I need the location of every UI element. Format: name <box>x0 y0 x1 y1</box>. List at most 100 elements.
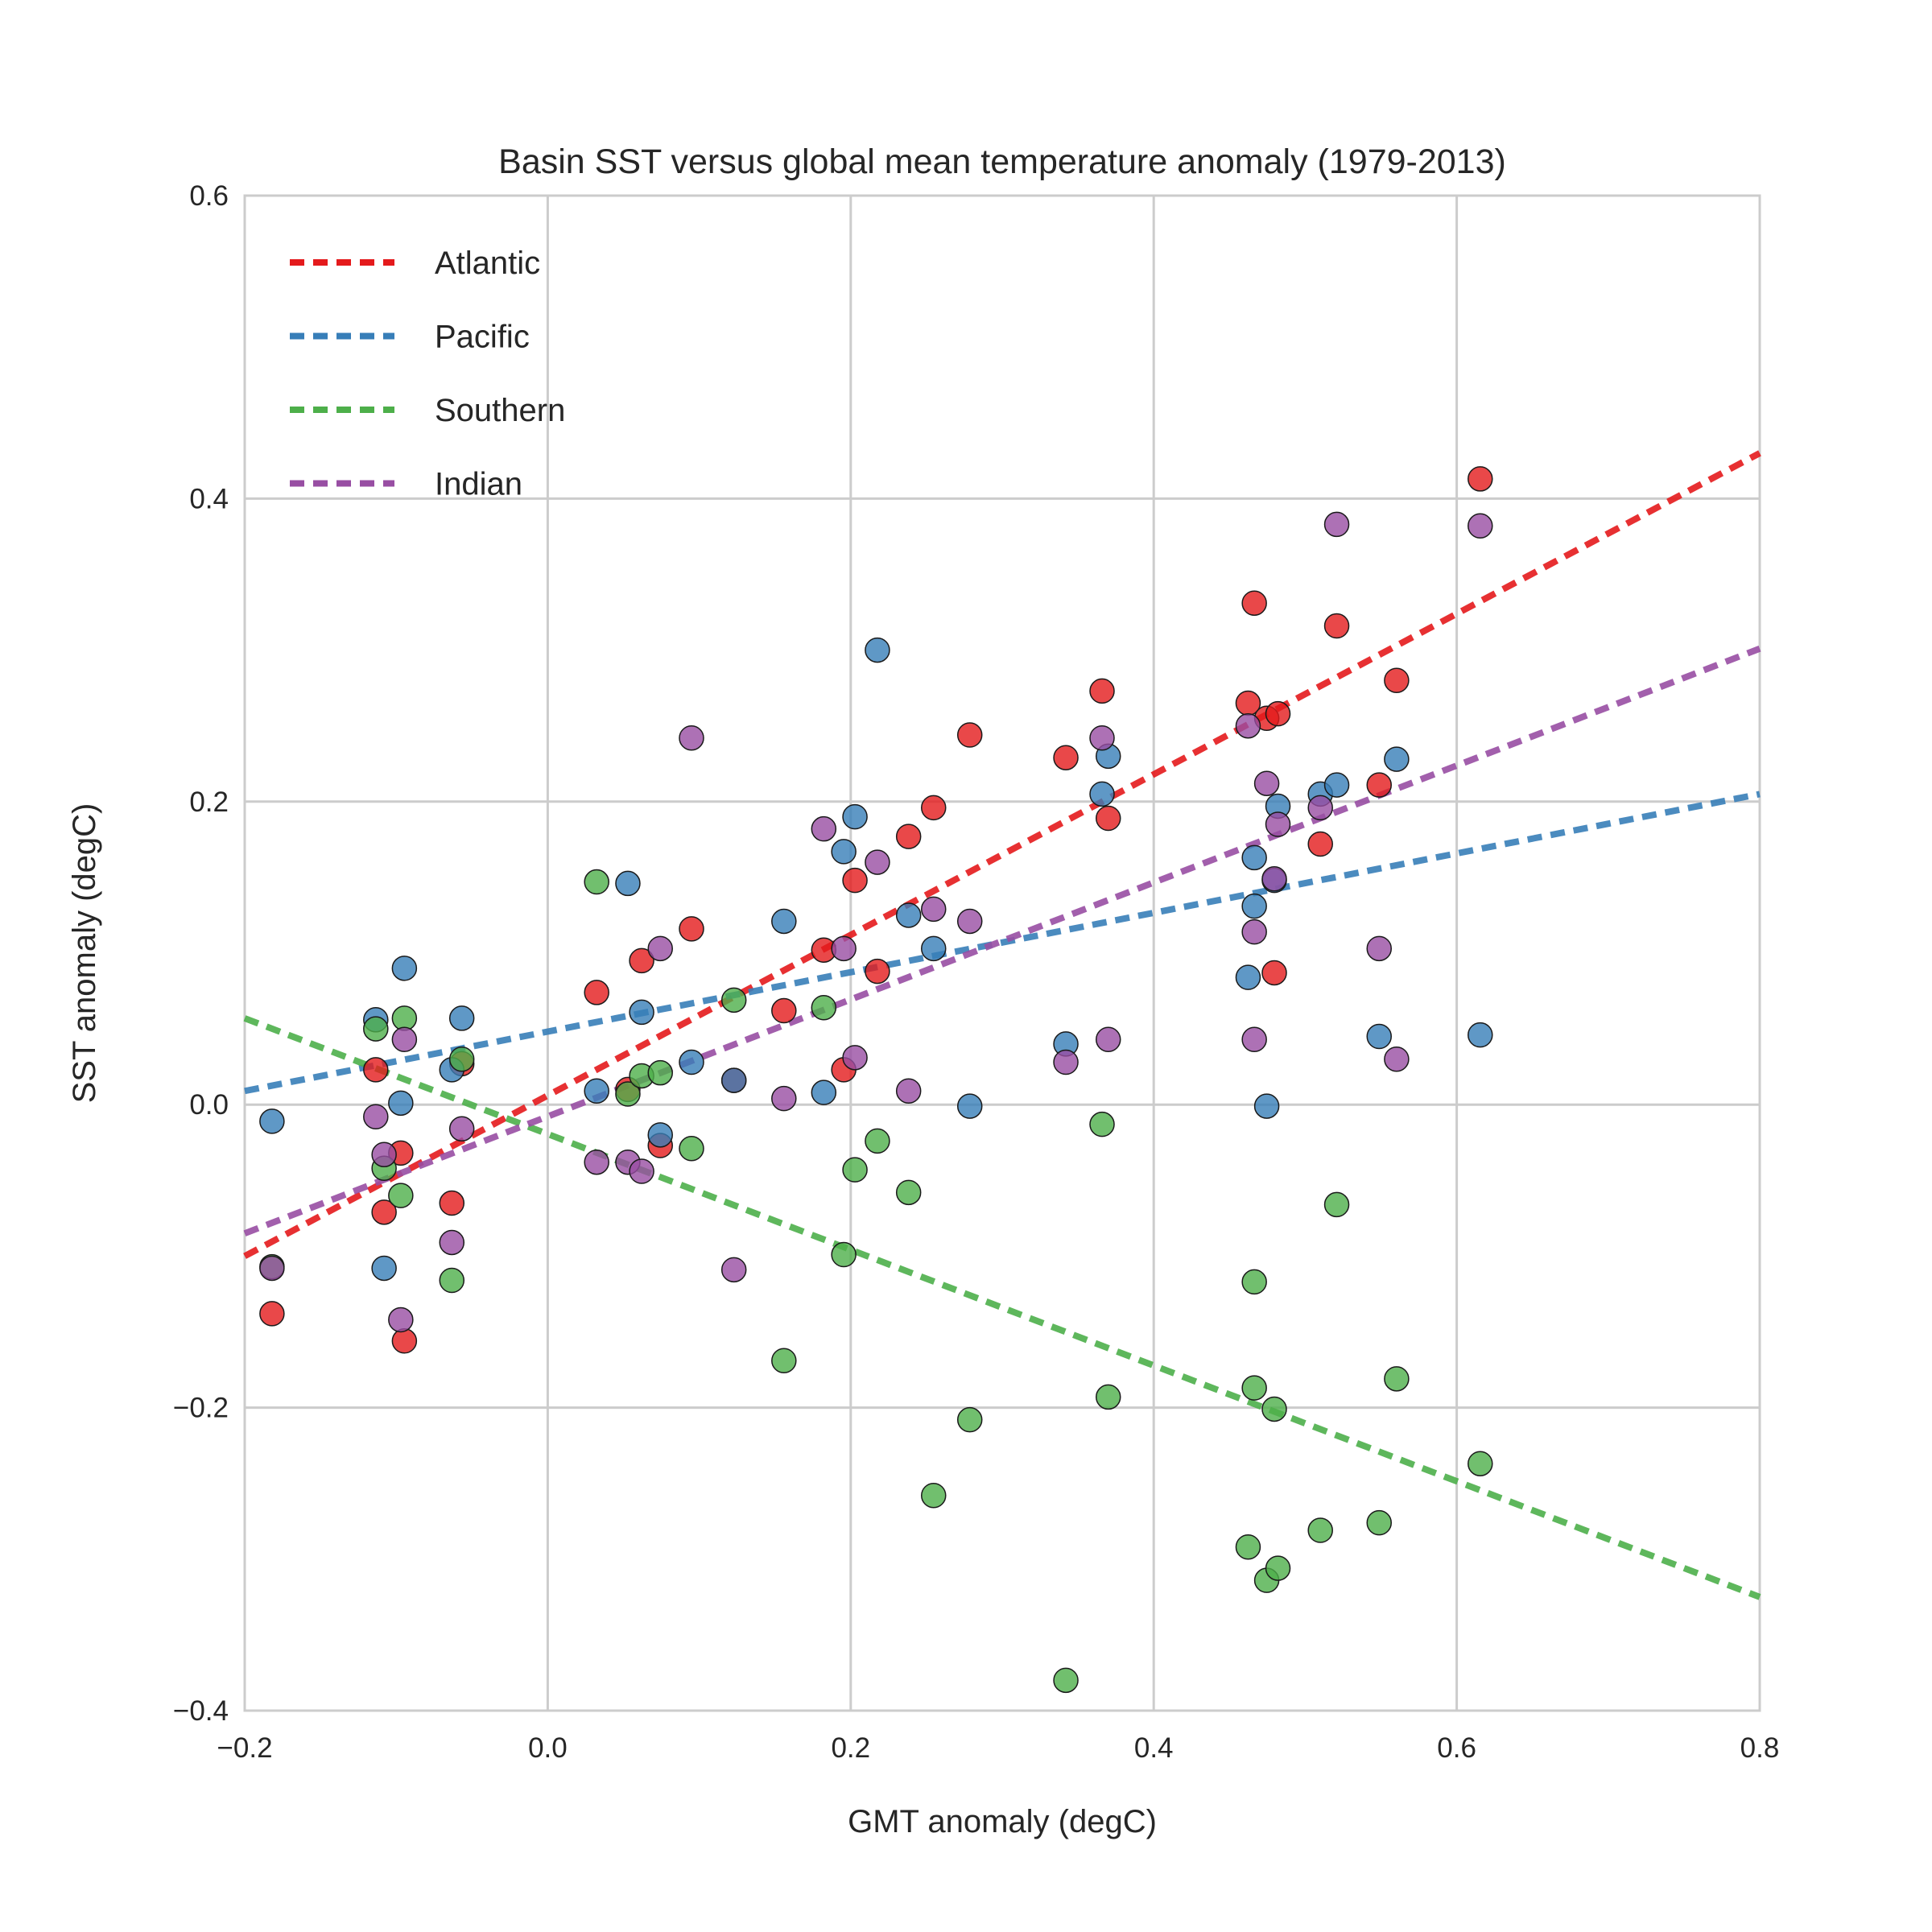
southern-point <box>811 995 837 1021</box>
southern-point <box>1261 1396 1287 1422</box>
southern-point <box>448 1046 475 1072</box>
southern-point <box>1235 1534 1261 1560</box>
southern-point <box>1323 1191 1350 1218</box>
pacific-point <box>615 870 641 897</box>
atlantic-point <box>363 1057 389 1083</box>
indian-point <box>1089 725 1115 751</box>
atlantic-point <box>439 1190 465 1216</box>
indian-point <box>391 1026 418 1053</box>
indian-point <box>448 1116 475 1142</box>
pacific-point <box>920 935 947 962</box>
pacific-point <box>1253 1093 1280 1119</box>
atlantic-point <box>629 947 654 974</box>
southern-point <box>679 1136 704 1162</box>
tick-labels: −0.2 0.0 0.2 0.4 0.6 0.8 −0.4 −0.2 0.0 0.2 0.4 0.6 <box>173 180 1779 1764</box>
legend-label-indian: Indian <box>435 467 522 502</box>
southern-point <box>895 1179 922 1206</box>
indian-point <box>1253 770 1280 796</box>
pacific-point <box>1089 781 1115 807</box>
pacific-point <box>448 1005 475 1031</box>
indian-point <box>720 1257 747 1283</box>
pacific-point <box>865 637 890 663</box>
indian-fit-line <box>243 645 1761 1236</box>
pacific-point <box>259 1108 285 1134</box>
pacific-point <box>647 1122 673 1148</box>
atlantic-point <box>371 1199 397 1225</box>
x-tick-label: −0.2 <box>217 1732 272 1764</box>
southern-point <box>1095 1384 1121 1410</box>
southern-point <box>1468 1451 1493 1476</box>
southern-point <box>842 1157 868 1183</box>
atlantic-point <box>865 958 890 985</box>
southern-point <box>920 1483 947 1509</box>
legend-label-pacific: Pacific <box>435 320 530 355</box>
southern-point <box>1384 1366 1410 1392</box>
plot-frame <box>243 194 1761 1712</box>
atlantic-point <box>259 1301 285 1327</box>
indian-point <box>865 849 890 875</box>
y-axis-label: SST anomaly (degC) <box>67 803 102 1104</box>
atlantic-point <box>1366 772 1392 798</box>
indian-point <box>371 1141 397 1168</box>
indian-point <box>439 1229 465 1256</box>
indian-point <box>1053 1049 1079 1075</box>
southern-point <box>647 1059 673 1086</box>
southern-point <box>1241 1269 1267 1295</box>
y-tick-label: −0.2 <box>173 1393 229 1424</box>
southern-point <box>1307 1517 1333 1543</box>
indian-point <box>1241 1026 1267 1053</box>
pacific-point <box>584 1078 609 1104</box>
atlantic-point <box>391 1328 418 1354</box>
pacific-fit-line <box>244 791 1761 1095</box>
legend: Atlantic Pacific Southern Indian <box>290 246 565 502</box>
southern-point <box>1089 1111 1115 1137</box>
y-tick-label: 0.6 <box>189 180 229 212</box>
southern-point <box>831 1241 857 1268</box>
indian-point <box>1384 1046 1410 1072</box>
pacific-point <box>895 902 922 928</box>
atlantic-point <box>895 824 922 849</box>
southern-point <box>363 1016 389 1042</box>
indian-point <box>895 1078 922 1104</box>
x-tick-label: 0.8 <box>1740 1732 1780 1764</box>
y-tick-label: −0.4 <box>173 1695 229 1727</box>
pacific-point <box>679 1049 704 1075</box>
atlantic-point <box>584 980 609 1005</box>
pacific-point <box>1468 1022 1493 1048</box>
indian-point <box>842 1045 868 1071</box>
atlantic-point <box>1265 700 1291 727</box>
atlantic-point <box>842 867 868 894</box>
legend-label-atlantic: Atlantic <box>435 246 540 281</box>
southern-point <box>439 1267 465 1294</box>
southern-point <box>1053 1667 1079 1694</box>
indian-point <box>259 1255 285 1282</box>
southern-point <box>584 869 609 895</box>
pacific-point <box>1241 893 1267 919</box>
atlantic-point <box>1384 667 1410 693</box>
pacific-point <box>956 1093 983 1119</box>
chart-title: Basin SST versus global mean temperature… <box>498 142 1506 181</box>
indian-point <box>1241 919 1267 945</box>
indian-point <box>1265 811 1291 837</box>
pacific-point <box>388 1090 414 1117</box>
indian-point <box>811 815 837 842</box>
pacific-point <box>391 956 418 981</box>
indian-point <box>679 725 704 751</box>
southern-fit-line <box>243 1015 1761 1600</box>
pacific-point <box>629 999 654 1026</box>
indian-point <box>831 935 857 962</box>
x-tick-label: 0.0 <box>528 1732 568 1764</box>
pacific-point <box>1366 1023 1392 1050</box>
atlantic-point <box>1053 745 1079 770</box>
atlantic-point <box>1095 805 1121 832</box>
indian-point <box>647 935 673 962</box>
x-tick-label: 0.4 <box>1134 1732 1174 1764</box>
pacific-point <box>720 1067 747 1093</box>
pacific-point <box>1241 844 1267 871</box>
y-tick-label: 0.0 <box>189 1089 229 1121</box>
indian-point <box>1366 935 1392 962</box>
y-tick-label: 0.4 <box>189 483 229 514</box>
atlantic-point <box>1307 831 1333 857</box>
